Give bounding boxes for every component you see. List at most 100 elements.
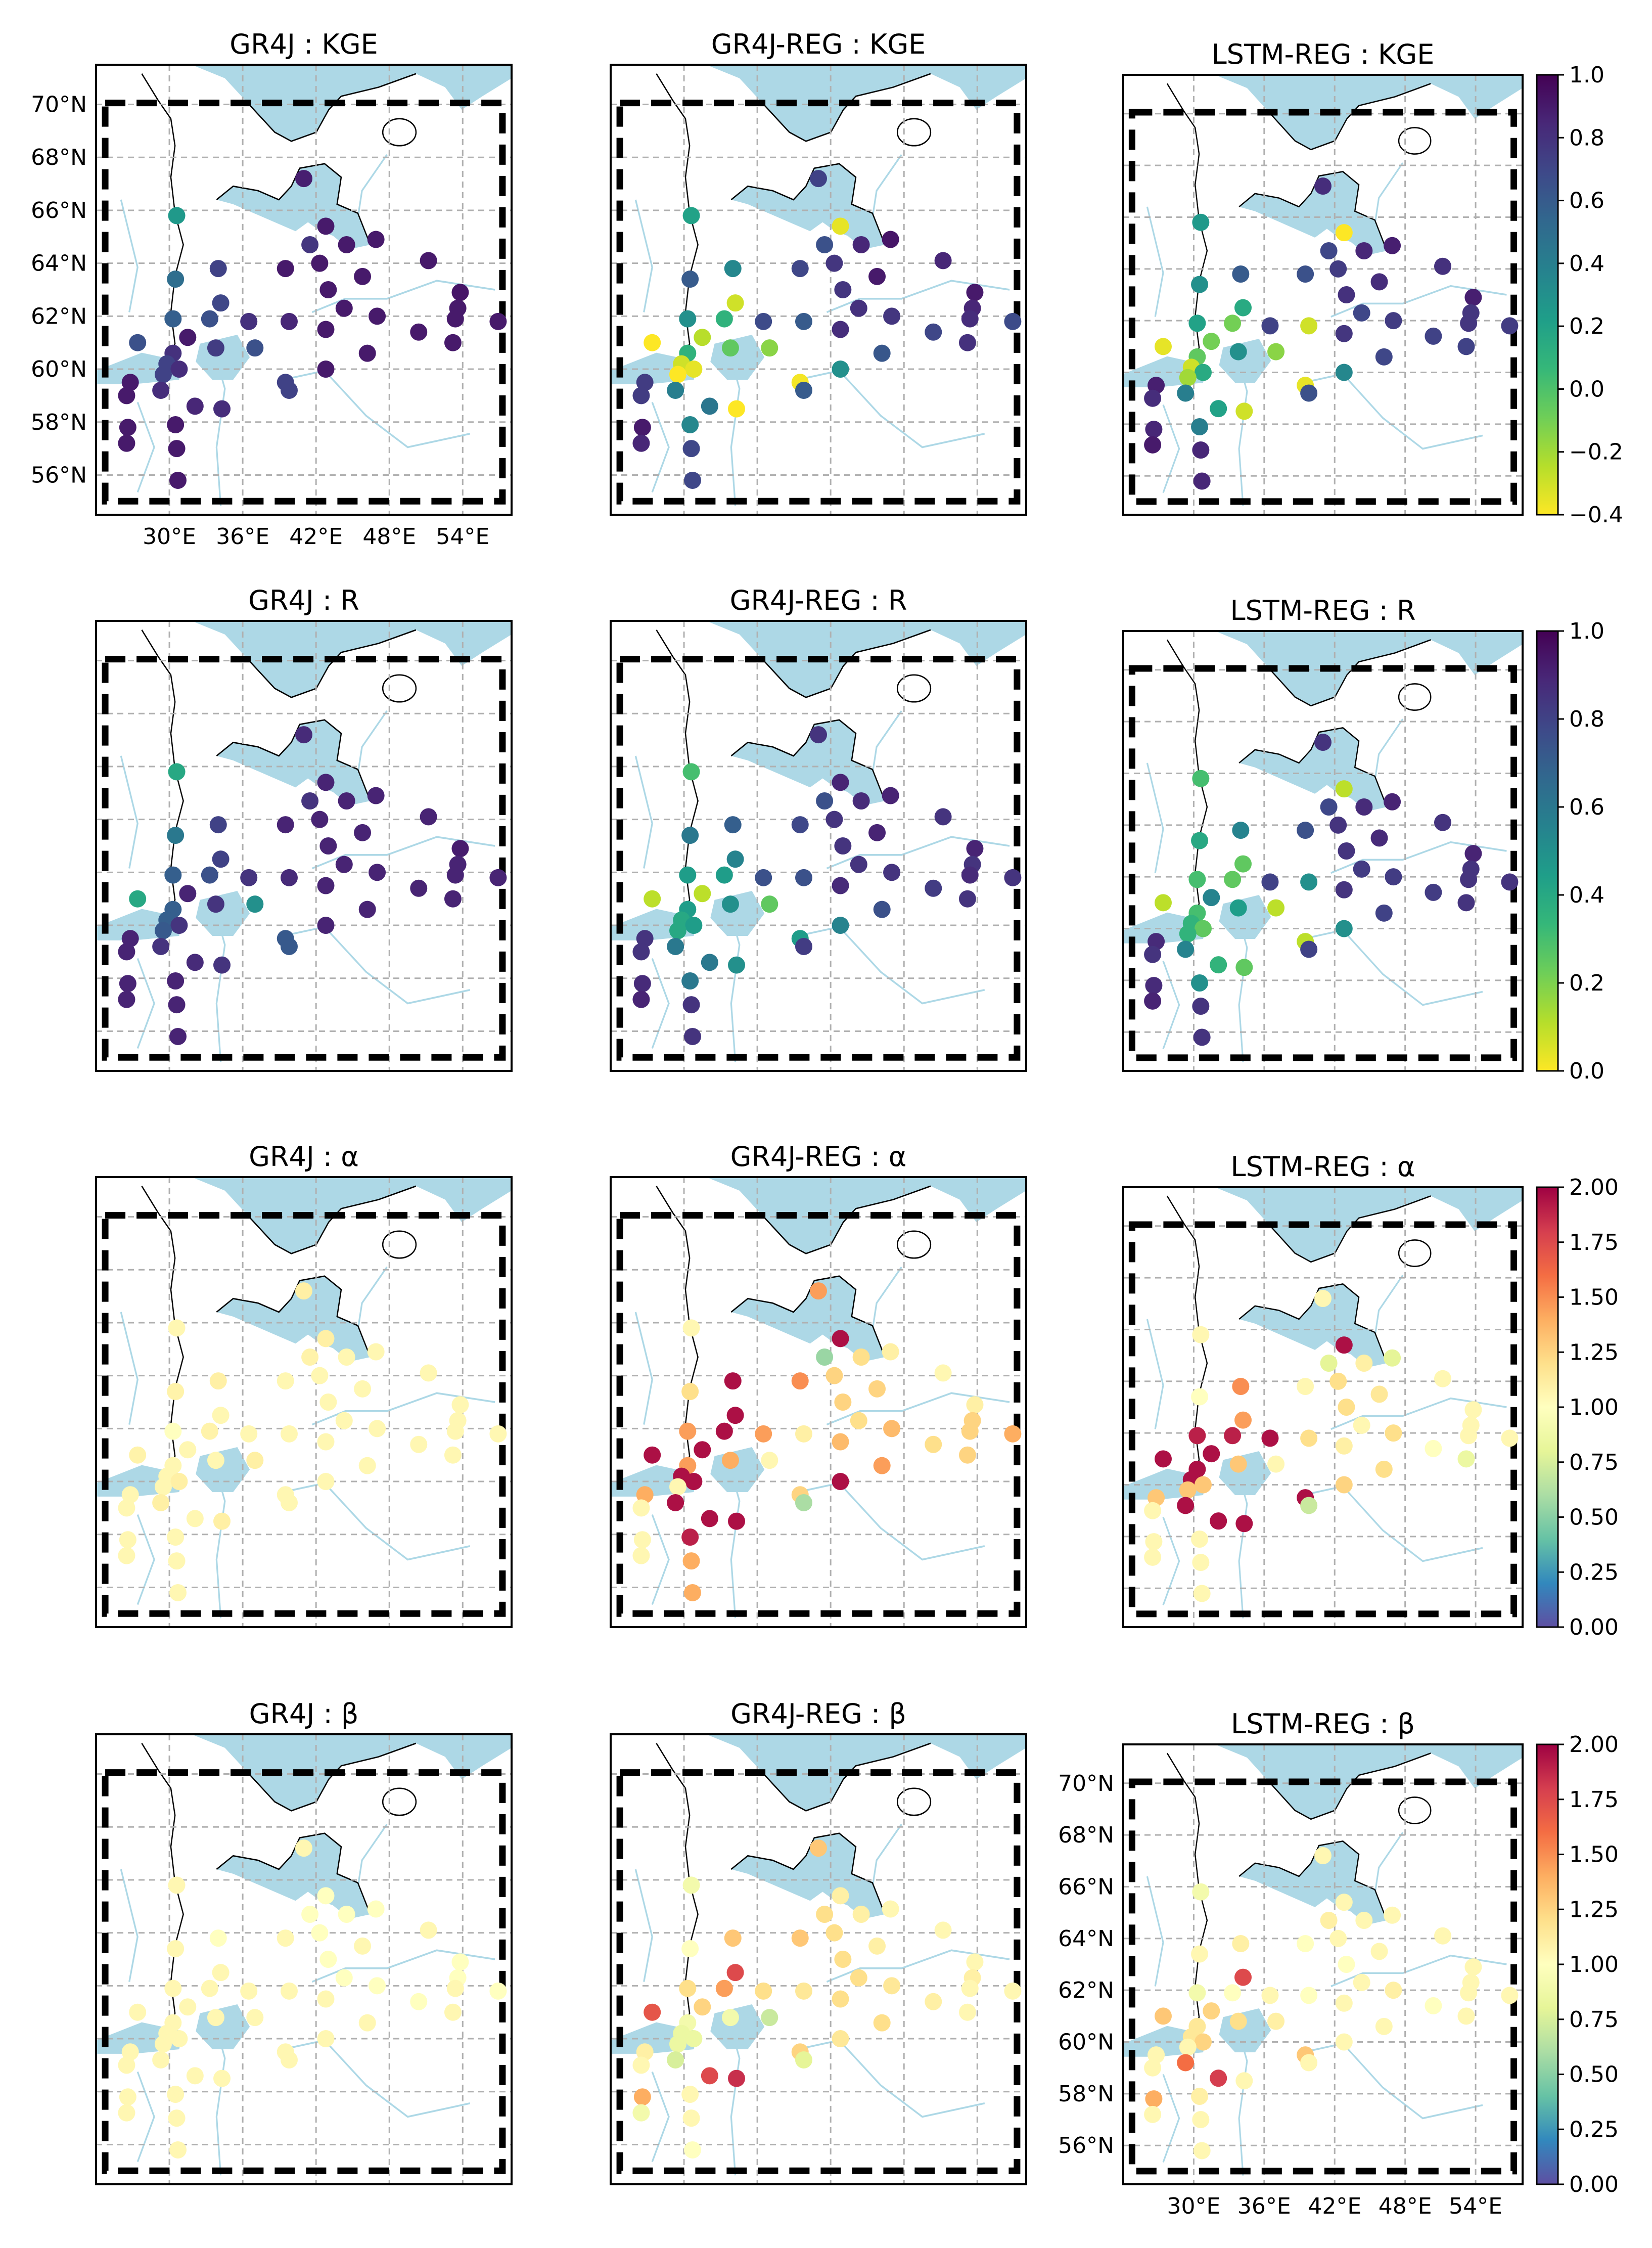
station-point [832,1473,849,1491]
station-point [685,361,703,378]
station-point [1457,2007,1475,2025]
colorbar-tick-label: 0.00 [1569,1614,1619,1640]
station-point [338,236,355,253]
river-line [1330,1954,1507,1988]
station-point [1210,956,1227,974]
station-point [168,207,186,224]
station-point [212,1407,230,1424]
station-point [681,2086,699,2103]
station-point [724,1929,742,1947]
sea-area [1123,1187,1523,1500]
island [1398,683,1432,711]
colorbar-tick-label: 0.0 [1569,1058,1604,1084]
colorbar-tick-label: 0.75 [1569,2007,1619,2033]
river-line [634,1869,653,1982]
station-point [1320,242,1338,259]
station-point [338,1348,355,1366]
station-point [1457,1450,1475,1468]
lat-tick-label: 58°N [31,410,87,435]
station-point [311,1924,329,1942]
station-point [1385,1982,1402,1999]
station-point [632,2104,650,2122]
station-point [1210,2070,1227,2087]
station-point [681,1528,699,1546]
lat-tick-label: 60°N [31,356,87,382]
colorbar-tick-label: 1.00 [1569,1395,1619,1420]
station-point [1232,1935,1250,1953]
station-point [882,231,899,248]
station-point [154,366,172,383]
station-point [169,471,187,489]
river-line [353,1823,388,1915]
station-point [1145,1533,1163,1551]
station-point [354,267,372,285]
station-point [701,954,718,971]
station-point [167,271,185,288]
station-point [1004,1425,1022,1443]
panel-title: GR4J-REG : β [730,1698,906,1730]
station-point [129,890,147,908]
station-point [317,877,335,894]
station-point [850,299,867,317]
station-point [1434,257,1451,275]
map-panel-10 [610,1733,1027,2185]
station-point [1148,1489,1165,1507]
station-point [129,1446,147,1464]
colorbar-tick-label: −0.4 [1569,502,1623,528]
station-point [1457,338,1475,355]
sea-area [1123,75,1523,387]
station-point [681,271,699,288]
station-point [1335,224,1353,242]
station-point [369,864,386,881]
station-point [317,1473,335,1491]
panel-title: GR4J-REG : R [730,585,907,616]
station-point [1234,1411,1252,1429]
station-point [1300,940,1318,958]
station-point [1460,1427,1478,1445]
station-point [832,1330,849,1347]
station-point [958,1446,976,1464]
station-point [1385,312,1402,330]
station-point [167,1940,185,1958]
station-point [446,310,464,328]
station-point [685,2030,703,2048]
station-point [410,879,428,897]
station-point [168,996,186,1014]
river-line [311,836,495,870]
island [896,1787,932,1816]
lat-tick-label: 66°N [1058,1874,1114,1900]
station-point [446,866,464,884]
station-point [873,901,891,918]
station-point [1144,992,1162,1010]
station-point [201,866,218,884]
station-point [715,866,733,884]
station-point [761,1452,778,1469]
station-point [1004,1982,1022,2000]
station-point [825,811,843,828]
station-point [1320,798,1338,816]
colorbar-tick-label: 0.2 [1569,313,1604,339]
station-point [850,856,867,873]
station-point [358,1457,376,1474]
station-point [632,1547,650,1564]
station-point [1145,977,1163,995]
station-point [1300,384,1318,402]
station-point [317,1330,335,1347]
station-point [213,956,231,974]
station-point [179,329,197,346]
station-point [1335,1437,1353,1455]
station-point [834,1393,852,1411]
station-point [1195,1476,1212,1494]
station-point [1355,242,1373,259]
river-line [634,755,653,869]
station-point [1229,1455,1247,1473]
colorbar-tick-label: 1.25 [1569,1897,1619,1922]
station-point [280,937,298,955]
lon-tick-label: 54°E [1449,2193,1502,2219]
station-point [295,1839,312,1857]
station-point [451,1396,469,1414]
station-point [280,2051,298,2069]
station-point [1210,400,1227,418]
station-point [212,294,230,312]
station-point [632,1499,650,1517]
